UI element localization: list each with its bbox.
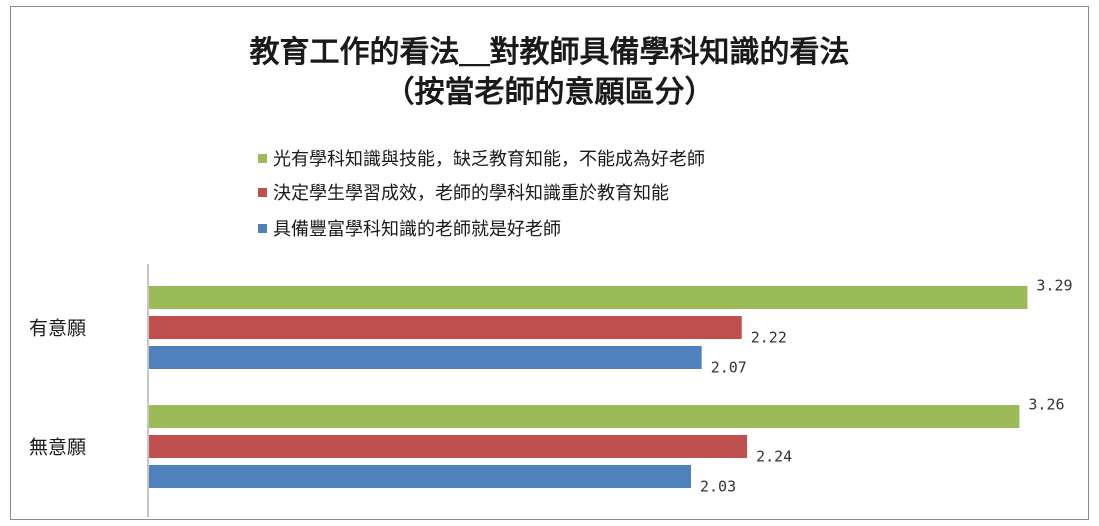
legend-swatch	[258, 223, 267, 233]
chart-frame: 教育工作的看法＿對教師具備學科知識的看法 （按當老師的意願區分） 光有學科知識與…	[10, 6, 1089, 520]
legend-item: 具備豐富學科知識的老師就是好老師	[258, 214, 561, 242]
bar	[149, 346, 702, 369]
data-label: 2.22	[751, 329, 787, 347]
legend-swatch	[258, 187, 267, 197]
legend-swatch	[258, 153, 267, 163]
plot-area: 有意願 3.29 2.222.07 無意願 3.26 2.24 2.03	[29, 264, 1073, 517]
category-label: 無意願	[29, 437, 86, 459]
legend-label: 決定學生學習成效，老師的學科知識重於教育知能	[273, 183, 669, 204]
data-label: 2.07	[711, 359, 747, 377]
chart-subtitle: （按當老師的意願區分）	[384, 75, 715, 110]
bar	[149, 316, 742, 339]
bar	[149, 465, 692, 488]
data-label: 2.24	[756, 448, 792, 466]
bar	[149, 286, 1028, 309]
bar	[149, 435, 748, 458]
bar	[149, 405, 1020, 428]
data-label: 2.03	[700, 478, 736, 496]
legend-item: 決定學生學習成效，老師的學科知識重於教育知能	[258, 178, 669, 206]
legend-item: 光有學科知識與技能，缺乏教育知能，不能成為好老師	[258, 144, 705, 172]
data-label: 3.26	[1028, 396, 1064, 414]
legend-label: 光有學科知識與技能，缺乏教育知能，不能成為好老師	[273, 149, 705, 170]
chart-title: 教育工作的看法＿對教師具備學科知識的看法	[249, 35, 850, 70]
category-label: 有意願	[29, 318, 86, 340]
data-label: 3.29	[1036, 277, 1072, 295]
legend-label: 具備豐富學科知識的老師就是好老師	[273, 219, 561, 240]
